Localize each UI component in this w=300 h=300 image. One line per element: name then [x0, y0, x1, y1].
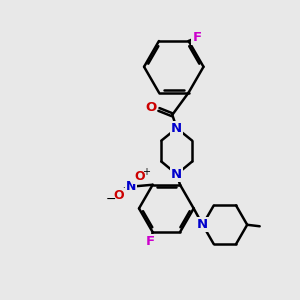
Text: +: +: [142, 167, 150, 177]
Text: F: F: [192, 31, 202, 44]
Text: O: O: [134, 170, 145, 183]
Text: N: N: [171, 122, 182, 135]
Text: N: N: [126, 180, 136, 193]
Text: N: N: [171, 168, 182, 181]
Text: O: O: [113, 189, 124, 202]
Text: −: −: [105, 193, 116, 206]
Text: F: F: [146, 235, 155, 248]
Text: N: N: [196, 218, 208, 231]
Text: O: O: [145, 101, 156, 115]
